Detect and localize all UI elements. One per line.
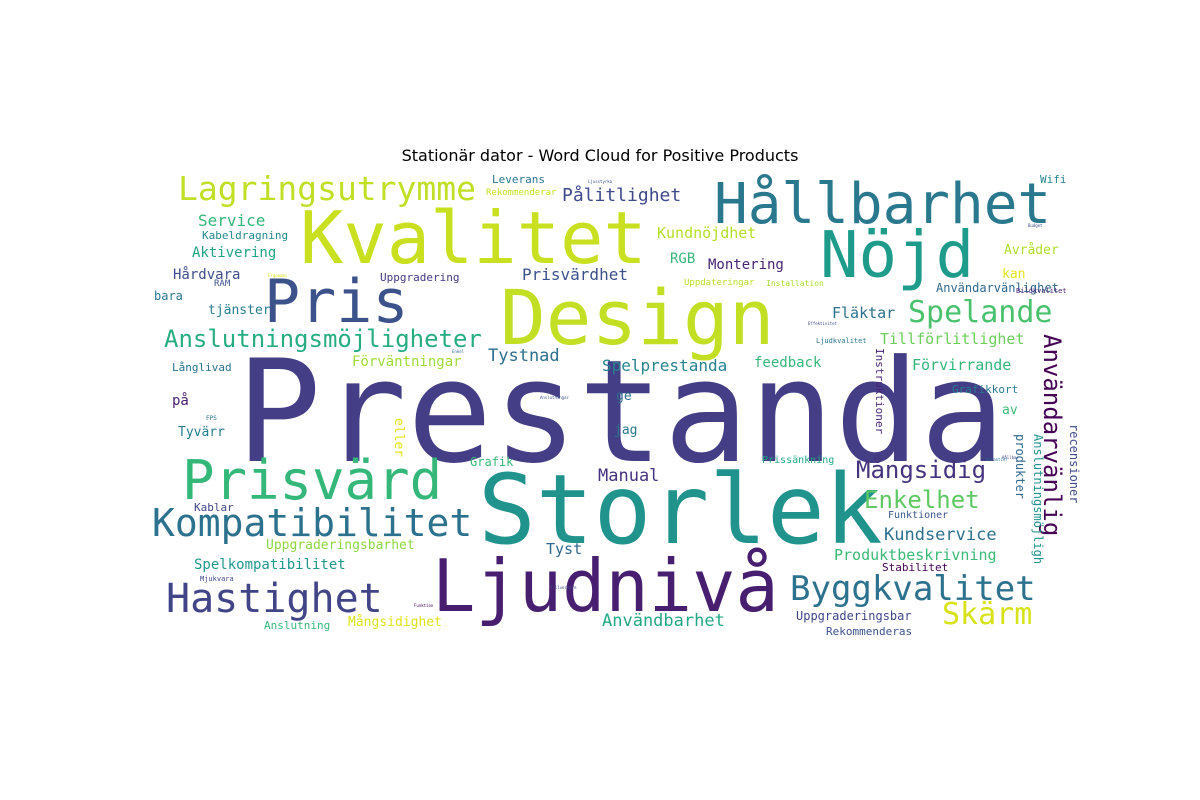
word-uppgraderingsbar: Uppgraderingsbar [796, 609, 912, 623]
word-ram: RAM [214, 279, 231, 289]
word-avrader: Avråder [1004, 243, 1059, 258]
word-palitlighet: Pålitlighet [562, 185, 682, 206]
word-bara: bara [154, 289, 183, 303]
word-mangsidighet: Mångsidighet [348, 615, 442, 630]
word-langlivad: Långlivad [172, 361, 232, 374]
word-fps: FPS [206, 415, 217, 422]
word-tillforlitlighet: Tillförlitlighet [880, 330, 1025, 348]
word-hallbar: Hållbar [1002, 455, 1019, 460]
chart-title: Stationär dator - Word Cloud for Positiv… [401, 146, 799, 165]
word-ljudkvalitet: Ljudkvalitet [816, 337, 867, 345]
word-recensioner: recensioner [1067, 424, 1081, 504]
word-kan: kan [1002, 267, 1026, 282]
word-anslutningsmojligh: Anslutningsmöjligh [1031, 434, 1045, 565]
word-produktbeskrivning: Produktbeskrivning [834, 546, 997, 564]
word-grafikkort: Grafikkort [952, 383, 1019, 396]
word-rekommenderar: Rekommenderar [486, 188, 557, 198]
word-stabilitet: Stabilitet [882, 561, 949, 574]
word-hardvara: Hårdvara [173, 267, 241, 283]
word-budget: Budget [1028, 223, 1043, 228]
word-aktivering: Aktivering [192, 245, 277, 261]
word-nojd: Nöjd [820, 219, 975, 293]
word-installation: Installation [766, 279, 824, 288]
word-tyvarr: Tyvärr [178, 425, 225, 440]
word-prestanda: Prestanda [236, 330, 1006, 495]
word-funktioner: Funktioner [888, 510, 949, 521]
word-effektivitet: Effektivitet [808, 321, 837, 326]
word-wifi: Wifi [1040, 173, 1067, 186]
word-skarm: Skärm [942, 597, 1033, 632]
word-mjukvara: Mjukvara [200, 575, 234, 583]
word-service: Service [198, 211, 266, 230]
word-enkelhet: Enkelhet [864, 486, 980, 514]
word-design: Design [500, 273, 775, 362]
word-jag: jag [614, 423, 638, 438]
word-tillverkare: Tillverkare [550, 585, 577, 590]
word-kvalitet: Kvalitet [300, 196, 647, 280]
word-hastighet: Hastighet [166, 576, 383, 622]
word-anslutningar: Anslutningar [540, 395, 569, 400]
word-kablar: Kablar [194, 501, 234, 514]
word-storlek: Storlek [478, 454, 883, 566]
word-lagringsutrymme: Lagringsutrymme [178, 169, 477, 208]
word-hallbarhet: Hållbarhet [714, 172, 1052, 237]
word-spelkompatibilitet: Spelkompatibilitet [194, 557, 346, 573]
word-prissankning: Prissänkning [762, 455, 835, 466]
word-rgb: RGB [670, 251, 696, 267]
word-tyst: Tyst [546, 540, 583, 558]
word-kundservice: Kundservice [884, 525, 997, 545]
word-ljudniva: Ljudnivå [432, 544, 779, 628]
word-anvandbarhet: Användbarhet [602, 611, 725, 631]
word-uppgraderingsbarhet: Uppgraderingsbarhet [266, 538, 415, 553]
word-manual: Manual [598, 466, 660, 486]
word-ge: ge [616, 389, 632, 404]
word-anslutningsmojligheter: Anslutningsmöjligheter [164, 325, 482, 353]
word-uppdateringar: Uppdateringar [684, 278, 755, 288]
word-ljusstyrka: Ljusstyrka [588, 179, 613, 184]
word-enkel: Enkel [452, 349, 465, 354]
word-feedback: feedback [754, 355, 822, 371]
word-pris: Pris [264, 267, 409, 337]
word-produkter: produkter [1013, 434, 1027, 500]
word-tjanster: tjänster [208, 303, 271, 318]
word-av: av [1002, 403, 1018, 418]
word-kompatibilitet: Kompatibilitet [152, 501, 473, 545]
word-spelande: Spelande [908, 295, 1053, 330]
word-forvantningar: Förväntningar [352, 354, 462, 370]
word-tystnad: Tystnad [488, 346, 560, 366]
word-forvirrande: Förvirrande [912, 356, 1012, 374]
word-garantier: Garantier [986, 457, 1008, 462]
word-leverans: Leverans [492, 173, 545, 186]
word-mangsidig: Mångsidig [856, 456, 987, 484]
word-anvandarvanlighet: Användarvänlighet [936, 281, 1059, 295]
word-cloud: Prestanda Storlek Design Kvalitet Nöjd L… [152, 169, 1081, 638]
word-kundnojdhet: Kundnöjdhet [657, 224, 757, 242]
word-montering: Montering [708, 257, 784, 273]
word-prisvard: Prisvärd [182, 449, 443, 512]
word-byggkvalitet: Byggkvalitet [790, 569, 1036, 609]
word-uppgradering: Uppgradering [380, 271, 460, 284]
word-funktion: Funktion [414, 603, 434, 608]
word-kabeldragning: Kabeldragning [202, 229, 289, 242]
word-instruktioner: Instruktioner [873, 348, 886, 435]
word-bildkvalitet: Bildkvalitet [1016, 287, 1067, 295]
word-anslutning: Anslutning [264, 619, 331, 632]
word-pa: på [172, 393, 189, 409]
word-spelprestanda: Spelprestanda [602, 356, 728, 375]
word-rekommenderas: Rekommenderas [826, 625, 913, 638]
word-ergonomi: Ergonomi [268, 273, 288, 278]
word-flaktar: Fläktar [832, 304, 896, 322]
word-prisvardhet: Prisvärdhet [522, 265, 628, 284]
word-grafik: Grafik [470, 455, 514, 469]
word-eller: eller [391, 418, 406, 458]
